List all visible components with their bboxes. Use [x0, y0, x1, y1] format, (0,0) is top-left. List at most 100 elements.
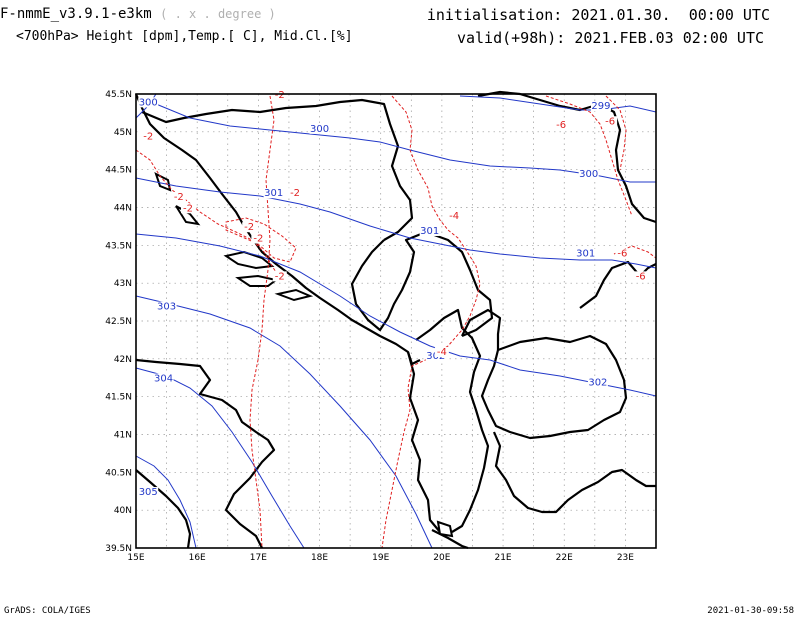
contour-label: -6 — [605, 116, 615, 127]
isotherm-minus4 — [381, 95, 481, 549]
contour-label: 305 — [139, 487, 158, 498]
unit-note: ( . x . degree ) — [160, 7, 276, 21]
lon-tick-label: 18E — [311, 553, 328, 563]
contour-label-bg — [590, 101, 611, 112]
contour-label-bg — [156, 301, 177, 312]
isotherm-minus6-southeast — [613, 245, 657, 259]
contour-label: 301 — [576, 249, 595, 260]
isotherm-minus6-east — [605, 95, 627, 171]
contour-label: 302 — [588, 377, 607, 388]
contour-label: -2 — [174, 192, 184, 203]
coastlines-borders — [134, 90, 657, 550]
valid-time: valid(+98h): 2021.FEB.03 02:00 UTC — [456, 29, 764, 47]
isotherm-minus2-inland — [225, 217, 297, 263]
lon-tick-label: 20E — [433, 553, 450, 563]
contour-302 — [135, 233, 657, 397]
plot-timestamp: 2021-01-30-09:58 — [707, 606, 794, 616]
contour-label: 303 — [157, 302, 176, 313]
contour-label: 300 — [139, 97, 158, 108]
contour-label-bg — [181, 203, 195, 214]
lat-tick-label: 45.5N — [105, 90, 132, 100]
initialisation-time: initialisation: 2021.01.30. 00:00 UTC — [426, 6, 770, 24]
lat-tick-label: 40N — [114, 506, 132, 516]
border-serbia — [350, 230, 494, 338]
lat-tick-label: 44.5N — [105, 166, 132, 176]
coastline-albania — [406, 351, 449, 534]
temperature-contours — [135, 95, 657, 549]
lat-tick-label: 39.5N — [105, 544, 132, 554]
map-frame — [135, 93, 657, 549]
lon-tick-label: 16E — [189, 553, 206, 563]
contour-label-bg — [578, 169, 599, 180]
lon-tick-label: 22E — [556, 553, 573, 563]
field-description: <700hPa> Height [dpm],Temp.[ C], Mid.Cl.… — [16, 29, 353, 44]
contour-label: -2 — [275, 271, 285, 282]
contour-label-bg — [575, 248, 596, 259]
contour-label-bg — [587, 377, 608, 388]
lat-tick-label: 42N — [114, 355, 132, 365]
border-montenegro-albania — [415, 308, 490, 533]
contour-label: -2 — [244, 222, 254, 233]
contour-label-bg — [138, 97, 159, 108]
coastline-italy-heel — [135, 469, 192, 549]
island-korcula — [274, 288, 314, 302]
contour-303 — [135, 295, 433, 549]
contour-304 — [135, 367, 305, 549]
grads-credit: GrADS: COLA/IGES — [4, 606, 91, 616]
border-romania — [477, 90, 657, 224]
contour-label-bg — [153, 373, 174, 384]
lat-tick-label: 40.5N — [105, 468, 132, 478]
coastline-adriatic-north — [134, 93, 421, 366]
contour-label-bg — [263, 188, 284, 199]
lon-tick-label: 21E — [494, 553, 511, 563]
lat-tick-label: 41.5N — [105, 393, 132, 403]
isotherm-minus2-main — [249, 95, 275, 549]
coastline-italy — [135, 358, 276, 549]
contour-label: 300 — [579, 169, 598, 180]
lon-tick-label: 23E — [617, 553, 634, 563]
contour-label-bg — [603, 116, 618, 127]
height-labels: 300300299300301301301303302302304305 — [138, 97, 611, 498]
contour-label-bg — [434, 347, 449, 358]
border-bulgaria — [579, 260, 657, 309]
contour-label: 299 — [591, 101, 610, 112]
contour-label: 301 — [264, 188, 283, 199]
contour-label-bg — [251, 233, 266, 244]
contour-301 — [135, 177, 657, 269]
contour-label: -2 — [183, 203, 193, 214]
contour-label-bg — [138, 487, 159, 498]
isotherm-minus2-coast — [135, 149, 281, 279]
contour-label: -2 — [275, 90, 285, 101]
contour-label: -6 — [617, 249, 627, 260]
lat-tick-label: 42.5N — [105, 317, 132, 327]
contour-label: -2 — [143, 131, 153, 142]
lat-tick-label: 45N — [114, 128, 132, 138]
axis-labels: 15E 16E 17E 18E 19E 20E 21E 22E 23E 45.5N 45N 44.5N… — [105, 90, 634, 563]
contour-label-bg — [171, 191, 186, 202]
contour-label-bg — [288, 188, 303, 199]
island-hvar — [235, 274, 279, 287]
contour-299 — [459, 95, 657, 113]
border-macedonia-greece — [480, 334, 628, 440]
contour-label: -4 — [449, 211, 459, 222]
model-name: F-nmmE_v3.9.1-e3km — [0, 6, 152, 22]
contour-label-bg — [141, 131, 156, 142]
lat-tick-label: 41N — [114, 431, 132, 441]
contour-label: 301 — [420, 226, 439, 237]
contour-label-bg — [633, 271, 648, 282]
contour-label-bg — [242, 222, 257, 233]
model-title: F-nmmE_v3.9.1-e3km ( . x . degree ) — [0, 6, 276, 22]
lon-tick-label: 19E — [372, 553, 389, 563]
lat-tick-label: 43.5N — [105, 241, 132, 251]
isotherm-minus6-north — [545, 95, 633, 217]
contour-label-bg — [272, 271, 287, 282]
island-corfu — [436, 520, 454, 538]
border-bosnia-north — [141, 98, 414, 241]
contour-label-bg — [447, 210, 462, 221]
contour-305 — [135, 455, 197, 549]
contour-label: -2 — [290, 188, 300, 199]
lon-tick-label: 15E — [127, 553, 144, 563]
lat-tick-label: 44N — [114, 204, 132, 214]
contour-label: -4 — [437, 347, 447, 358]
